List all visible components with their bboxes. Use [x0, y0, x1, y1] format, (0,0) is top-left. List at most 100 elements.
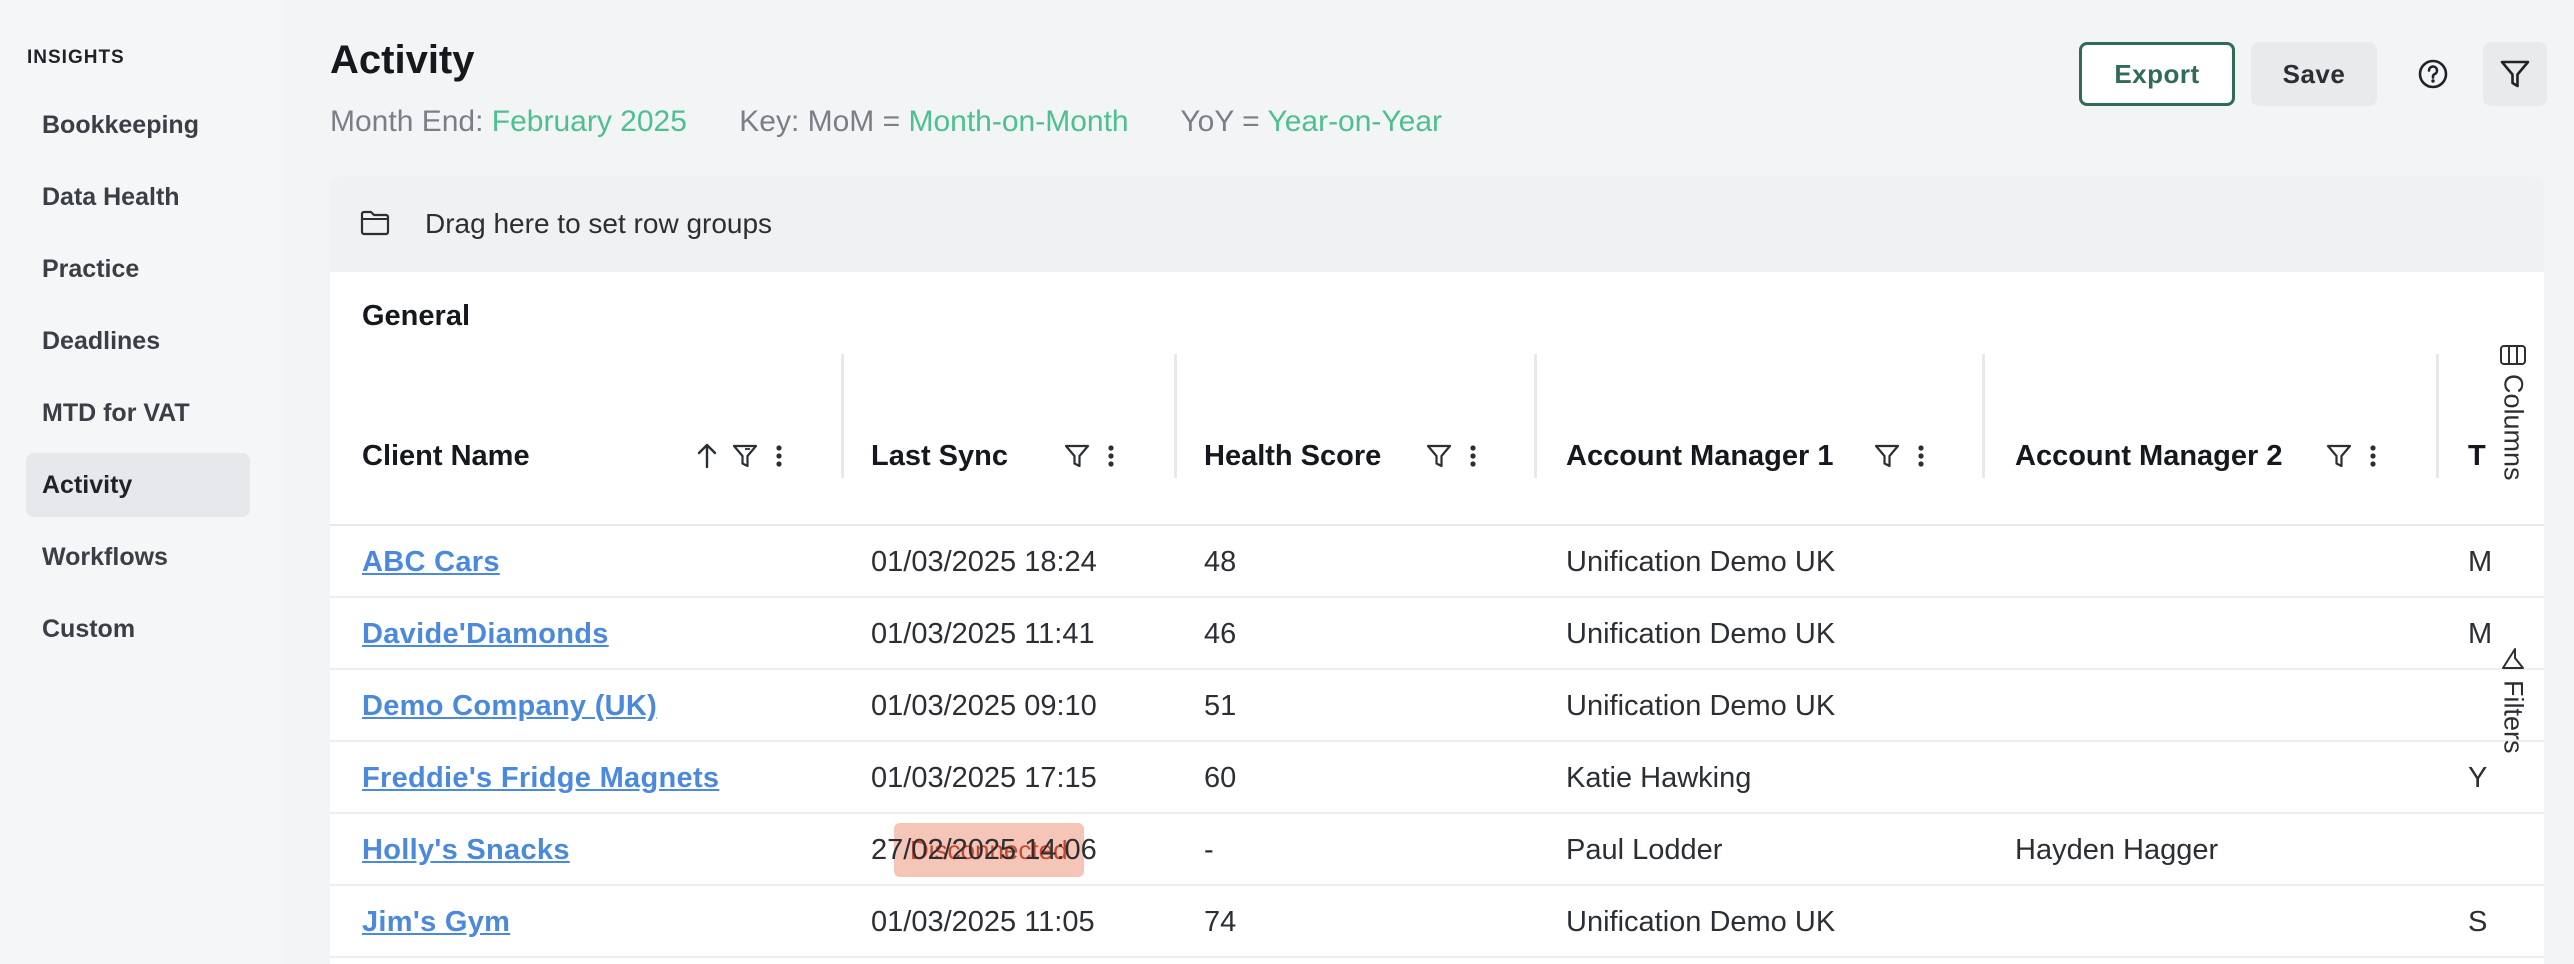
sidebar-item-custom[interactable]: Custom — [42, 614, 136, 643]
health-score-cell: 74 — [1204, 905, 1237, 938]
sidebar-item-workflows[interactable]: Workflows — [42, 542, 168, 571]
status-badge: Disconnected — [894, 823, 1084, 877]
column-resize-handle[interactable] — [841, 354, 844, 478]
sidebar-item-practice[interactable]: Practice — [42, 254, 140, 283]
row-group-drop-zone[interactable]: Drag here to set row groups — [330, 176, 2544, 272]
account-manager-1-cell: Unification Demo UK — [1566, 545, 1836, 578]
client-name-link[interactable]: Holly's Snacks — [362, 833, 570, 866]
month-end-label: Month End: — [330, 105, 484, 138]
account-manager-1-cell: Unification Demo UK — [1566, 617, 1836, 650]
health-score-cell: 46 — [1204, 617, 1237, 650]
table-row[interactable]: Freddie's Fridge Magnets 01/03/2025 17:1… — [330, 742, 2544, 814]
column-header-row: Client Name Last Sync Health Score Accou… — [330, 386, 2544, 526]
column-resize-handle[interactable] — [1982, 354, 1985, 478]
health-score-header-actions — [1426, 442, 1480, 470]
column-header-partial[interactable]: T — [2468, 439, 2486, 472]
partial-column-cell: Y — [2468, 761, 2488, 794]
filter-toggle-button[interactable] — [2483, 42, 2547, 106]
filter-icon[interactable] — [732, 442, 758, 470]
sidebar-item-data-health[interactable]: Data Health — [42, 182, 180, 211]
health-score-cell: - — [1204, 833, 1214, 866]
account-manager-1-cell: Paul Lodder — [1566, 833, 1723, 866]
side-tool-panel: Columns Filters — [2493, 330, 2533, 780]
report-subtitle: Month End: February 2025 Key: MoM = Mont… — [330, 105, 1442, 139]
sidebar: INSIGHTS Bookkeeping Data Health Practic… — [0, 0, 283, 964]
yoy-label: YoY = — [1180, 105, 1260, 138]
filter-icon[interactable] — [1064, 442, 1090, 470]
key-value: Month-on-Month — [908, 105, 1129, 138]
page-title: Activity — [330, 38, 475, 82]
column-menu-icon[interactable] — [1104, 442, 1118, 470]
month-end-value: February 2025 — [491, 105, 687, 138]
column-header-health-score[interactable]: Health Score — [1204, 439, 1382, 472]
column-header-last-sync[interactable]: Last Sync — [871, 439, 1008, 472]
last-sync-cell: 01/03/2025 09:10 — [871, 689, 1097, 722]
yoy-value: Year-on-Year — [1267, 105, 1443, 138]
help-button[interactable] — [2401, 42, 2465, 106]
sidebar-item-activity[interactable]: Activity — [26, 453, 250, 517]
column-menu-icon[interactable] — [1466, 442, 1480, 470]
client-name-link[interactable]: Jim's Gym — [362, 905, 511, 938]
client-name-link[interactable]: ABC Cars — [362, 545, 500, 578]
column-header-client-name[interactable]: Client Name — [362, 439, 530, 472]
save-button[interactable]: Save — [2251, 42, 2377, 106]
client-name-link[interactable]: Freddie's Fridge Magnets — [362, 761, 720, 794]
last-sync-cell: 01/03/2025 11:05 — [871, 905, 1095, 938]
help-icon — [2418, 59, 2448, 89]
column-resize-handle[interactable] — [1174, 354, 1177, 478]
sidebar-item-mtd-for-vat[interactable]: MTD for VAT — [42, 398, 190, 427]
account-manager-1-cell: Katie Hawking — [1566, 761, 1752, 794]
column-menu-icon[interactable] — [1914, 442, 1928, 470]
row-group-hint: Drag here to set row groups — [425, 208, 773, 239]
columns-panel-tab[interactable]: Columns — [2493, 344, 2533, 481]
last-sync-header-actions — [1064, 442, 1118, 470]
column-menu-icon[interactable] — [2366, 442, 2380, 470]
filter-icon — [2500, 60, 2530, 88]
partial-column-cell — [2468, 814, 2490, 886]
sort-ascending-icon[interactable] — [696, 442, 718, 470]
filter-icon[interactable] — [1426, 442, 1452, 470]
column-header-account-manager-2[interactable]: Account Manager 2 — [2015, 439, 2283, 472]
activity-grid: Drag here to set row groups General Clie… — [330, 176, 2544, 964]
sidebar-item-deadlines[interactable]: Deadlines — [42, 326, 161, 355]
columns-icon — [2500, 345, 2526, 365]
column-menu-icon[interactable] — [772, 442, 786, 470]
last-sync-cell: 01/03/2025 11:41 — [871, 617, 1095, 650]
health-score-cell: 51 — [1204, 689, 1237, 722]
key-label: Key: MoM = — [739, 105, 901, 138]
filter-icon — [2502, 648, 2524, 669]
main-content: Activity Month End: February 2025 Key: M… — [283, 0, 2574, 964]
column-group-label: General — [362, 300, 470, 332]
account-manager-2-cell: Hayden Hagger — [2015, 833, 2219, 866]
partial-column-cell: S — [2468, 905, 2488, 938]
partial-column-cell: M — [2468, 617, 2490, 650]
table-row[interactable]: Jim's Gym 01/03/2025 11:05 74 Unificatio… — [330, 886, 2544, 958]
client-name-link[interactable]: Davide'Diamonds — [362, 617, 609, 650]
filters-panel-tab[interactable]: Filters — [2493, 646, 2533, 754]
client-name-header-actions — [696, 442, 786, 470]
sidebar-item-bookkeeping[interactable]: Bookkeeping — [42, 110, 199, 139]
filter-icon[interactable] — [2326, 442, 2352, 470]
table-row[interactable]: Holly's Snacks Disconnected 27/02/2025 1… — [330, 814, 2544, 886]
table-row[interactable]: Davide'Diamonds 01/03/2025 11:41 46 Unif… — [330, 598, 2544, 670]
table-row[interactable]: Demo Company (UK) 01/03/2025 09:10 51 Un… — [330, 670, 2544, 742]
last-sync-cell: 01/03/2025 17:15 — [871, 761, 1097, 794]
partial-column-cell — [2468, 670, 2490, 742]
account-manager-1-cell: Unification Demo UK — [1566, 689, 1836, 722]
last-sync-cell: 01/03/2025 18:24 — [871, 545, 1097, 578]
client-name-link[interactable]: Demo Company (UK) — [362, 689, 658, 722]
account-manager-2-header-actions — [2326, 442, 2380, 470]
table-row[interactable]: ABC Cars 01/03/2025 18:24 48 Unification… — [330, 526, 2544, 598]
columns-panel-label: Columns — [2498, 374, 2529, 481]
partial-column-cell: M — [2468, 545, 2490, 578]
export-button[interactable]: Export — [2079, 42, 2235, 106]
column-resize-handle[interactable] — [2436, 354, 2439, 478]
account-manager-1-cell: Unification Demo UK — [1566, 905, 1836, 938]
column-resize-handle[interactable] — [1534, 354, 1537, 478]
account-manager-1-header-actions — [1874, 442, 1928, 470]
folder-icon — [360, 210, 390, 236]
health-score-cell: 48 — [1204, 545, 1237, 578]
column-header-account-manager-1[interactable]: Account Manager 1 — [1566, 439, 1834, 472]
filter-icon[interactable] — [1874, 442, 1900, 470]
health-score-cell: 60 — [1204, 761, 1237, 794]
